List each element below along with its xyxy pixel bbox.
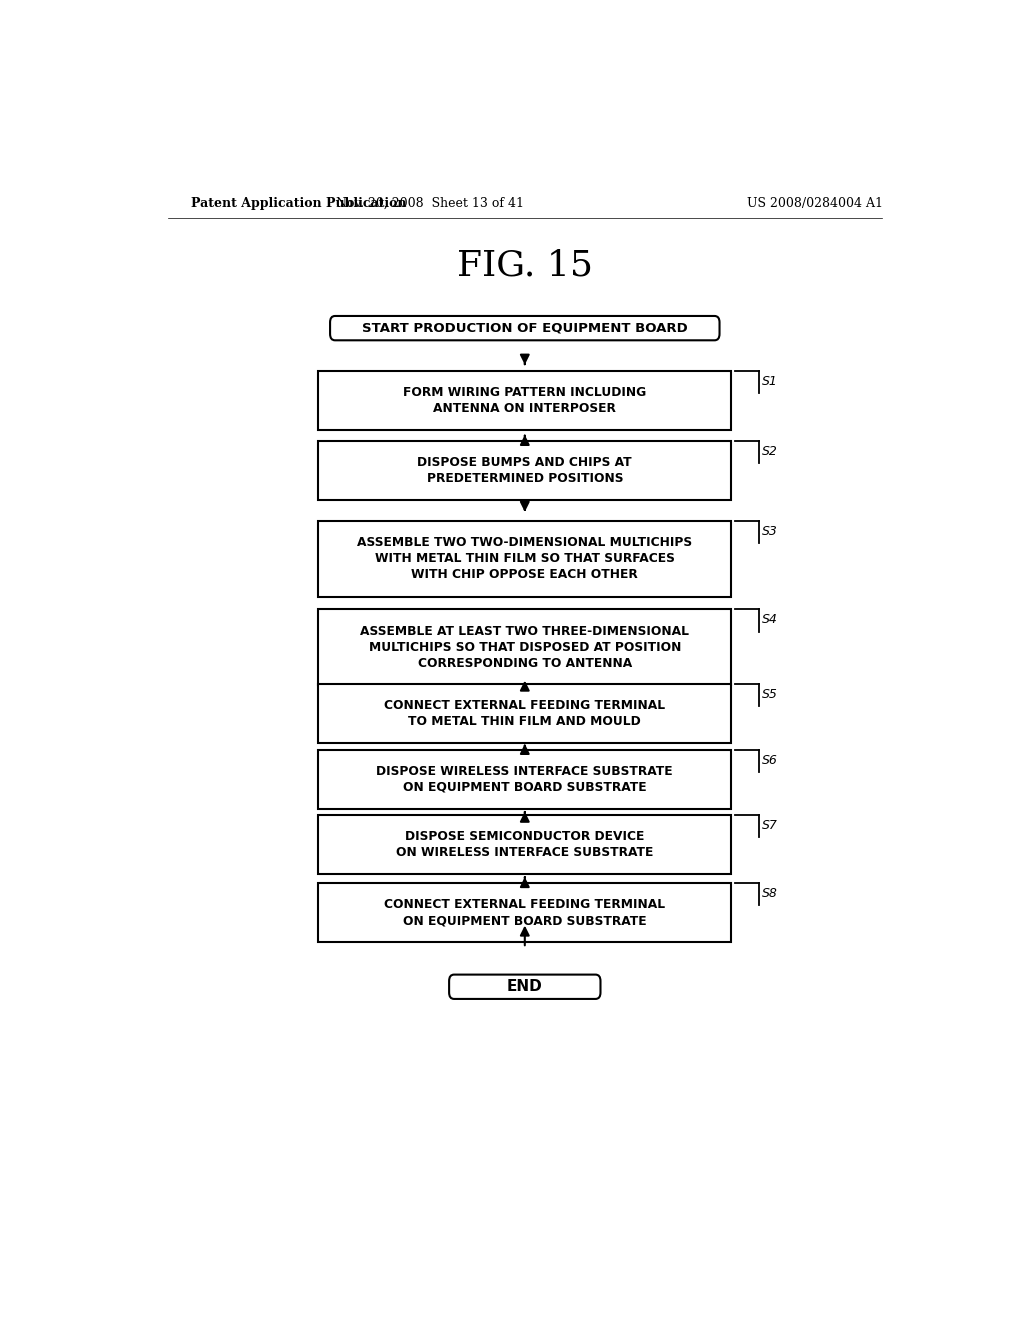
Text: ASSEMBLE TWO TWO-DIMENSIONAL MULTICHIPS
WITH METAL THIN FILM SO THAT SURFACES
WI: ASSEMBLE TWO TWO-DIMENSIONAL MULTICHIPS … <box>357 536 692 581</box>
Text: DISPOSE SEMICONDUCTOR DEVICE
ON WIRELESS INTERFACE SUBSTRATE: DISPOSE SEMICONDUCTOR DEVICE ON WIRELESS… <box>396 830 653 859</box>
Bar <box>318 441 731 500</box>
Text: Patent Application Publication: Patent Application Publication <box>191 197 407 210</box>
Text: FIG. 15: FIG. 15 <box>457 248 593 282</box>
Text: S5: S5 <box>762 688 778 701</box>
Text: S4: S4 <box>762 614 778 626</box>
Bar <box>318 814 731 874</box>
Bar <box>318 883 731 942</box>
Text: S2: S2 <box>762 445 778 458</box>
Text: DISPOSE WIRELESS INTERFACE SUBSTRATE
ON EQUIPMENT BOARD SUBSTRATE: DISPOSE WIRELESS INTERFACE SUBSTRATE ON … <box>377 764 673 793</box>
Text: US 2008/0284004 A1: US 2008/0284004 A1 <box>748 197 883 210</box>
Bar <box>318 750 731 809</box>
Text: FORM WIRING PATTERN INCLUDING
ANTENNA ON INTERPOSER: FORM WIRING PATTERN INCLUDING ANTENNA ON… <box>403 385 646 414</box>
Text: CONNECT EXTERNAL FEEDING TERMINAL
ON EQUIPMENT BOARD SUBSTRATE: CONNECT EXTERNAL FEEDING TERMINAL ON EQU… <box>384 898 666 927</box>
Text: CONNECT EXTERNAL FEEDING TERMINAL
TO METAL THIN FILM AND MOULD: CONNECT EXTERNAL FEEDING TERMINAL TO MET… <box>384 698 666 727</box>
Bar <box>318 371 731 430</box>
Text: S1: S1 <box>762 375 778 388</box>
Text: S3: S3 <box>762 525 778 537</box>
FancyBboxPatch shape <box>450 974 600 999</box>
Bar <box>318 521 731 597</box>
Text: END: END <box>507 979 543 994</box>
Text: S8: S8 <box>762 887 778 900</box>
Text: START PRODUCTION OF EQUIPMENT BOARD: START PRODUCTION OF EQUIPMENT BOARD <box>361 322 688 335</box>
Bar <box>318 684 731 743</box>
FancyBboxPatch shape <box>330 315 720 341</box>
Bar <box>318 609 731 685</box>
Text: DISPOSE BUMPS AND CHIPS AT
PREDETERMINED POSITIONS: DISPOSE BUMPS AND CHIPS AT PREDETERMINED… <box>418 455 632 484</box>
Text: S7: S7 <box>762 818 778 832</box>
Text: ASSEMBLE AT LEAST TWO THREE-DIMENSIONAL
MULTICHIPS SO THAT DISPOSED AT POSITION
: ASSEMBLE AT LEAST TWO THREE-DIMENSIONAL … <box>360 624 689 669</box>
Text: Nov. 20, 2008  Sheet 13 of 41: Nov. 20, 2008 Sheet 13 of 41 <box>336 197 523 210</box>
Text: S6: S6 <box>762 754 778 767</box>
